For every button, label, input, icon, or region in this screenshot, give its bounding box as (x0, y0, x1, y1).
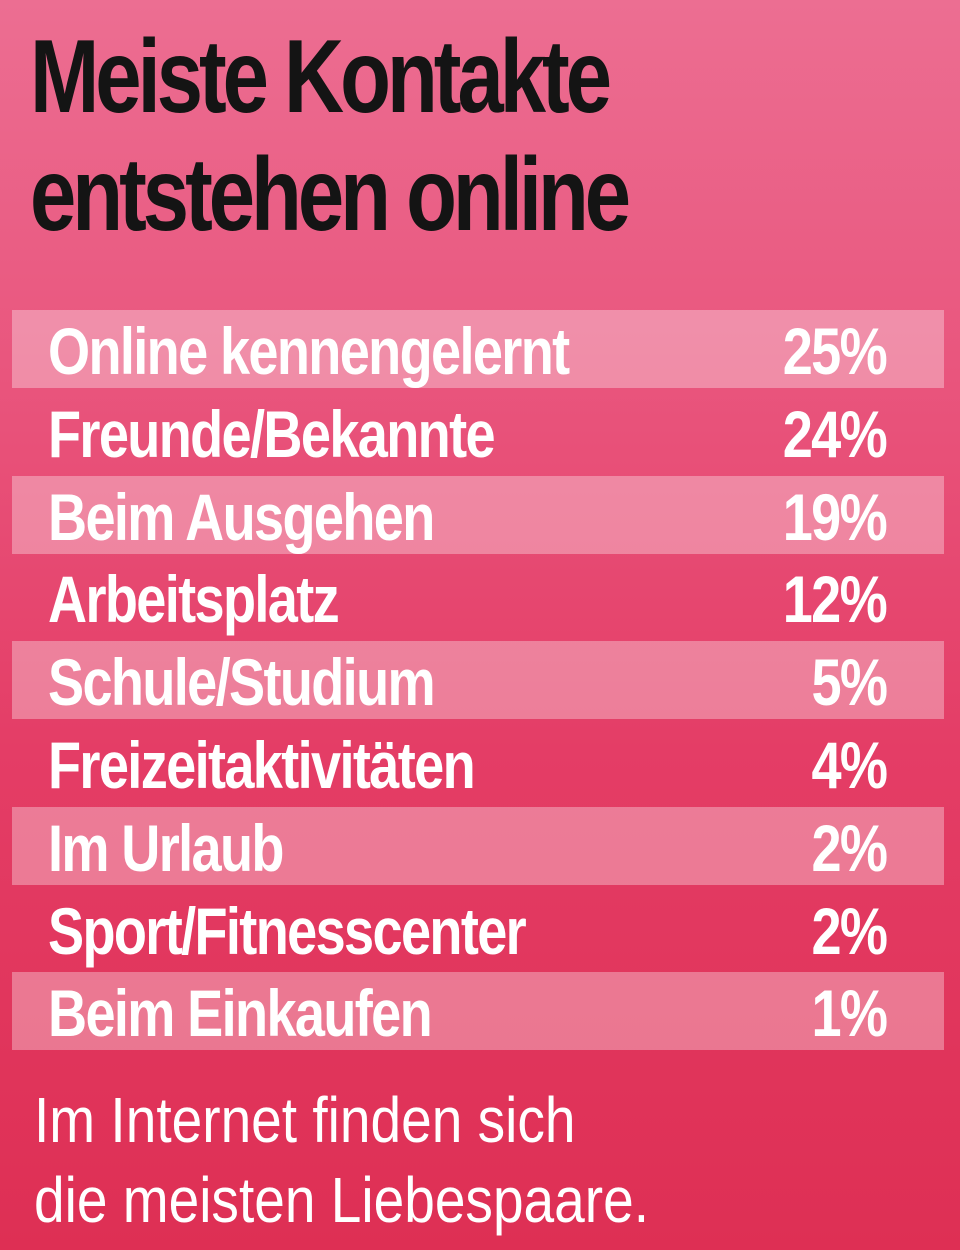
caption: Im Internet finden sich die meisten Lieb… (34, 1080, 808, 1240)
row-value: 2% (811, 893, 888, 968)
caption-line-2: die meisten Liebespaare. (34, 1164, 650, 1236)
row-value: 25% (782, 314, 888, 388)
title-line-1: Meiste Kontakte (30, 19, 612, 135)
table-row: Freizeitaktivitäten 4% (12, 724, 944, 807)
chart-title: Meiste Kontakte entstehen online (30, 18, 758, 254)
row-label: Sport/Fitnesscenter (48, 893, 527, 968)
row-label: Beim Ausgehen (48, 479, 435, 554)
row-label: Im Urlaub (48, 810, 284, 885)
row-band (12, 641, 944, 720)
caption-line-1: Im Internet finden sich (34, 1084, 576, 1156)
row-label: Online kennengelernt (48, 314, 570, 388)
row-value: 24% (782, 396, 888, 471)
row-band (12, 310, 944, 388)
table-row: Beim Einkaufen 1% (12, 972, 944, 1055)
row-value: 4% (811, 727, 888, 802)
row-label: Freunde/Bekannte (48, 396, 496, 471)
row-value: 2% (811, 810, 888, 885)
table-row: Sport/Fitnesscenter 2% (12, 890, 944, 973)
title-line-2: entstehen online (30, 137, 631, 253)
table-row: Beim Ausgehen 19% (12, 475, 944, 559)
row-value: 12% (782, 562, 888, 637)
row-label: Arbeitsplatz (48, 562, 340, 637)
row-value: 19% (782, 479, 888, 554)
row-band (12, 972, 944, 1051)
row-value: 5% (811, 645, 888, 720)
table-row: Schule/Studium 5% (12, 641, 944, 724)
row-label: Freizeitaktivitäten (48, 727, 476, 802)
table-row: Online kennengelernt 25% (12, 310, 944, 393)
row-label: Beim Einkaufen (48, 976, 433, 1051)
table-row: Arbeitsplatz 12% (12, 558, 944, 641)
table-row: Freunde/Bekannte 24% (12, 393, 944, 476)
row-band (12, 475, 944, 554)
data-table: Online kennengelernt 25% Freunde/Bekannte 2… (12, 310, 944, 1055)
row-band (12, 806, 944, 885)
table-row: Im Urlaub 2% (12, 806, 944, 890)
row-label: Schule/Studium (48, 645, 436, 720)
row-value: 1% (811, 976, 888, 1051)
